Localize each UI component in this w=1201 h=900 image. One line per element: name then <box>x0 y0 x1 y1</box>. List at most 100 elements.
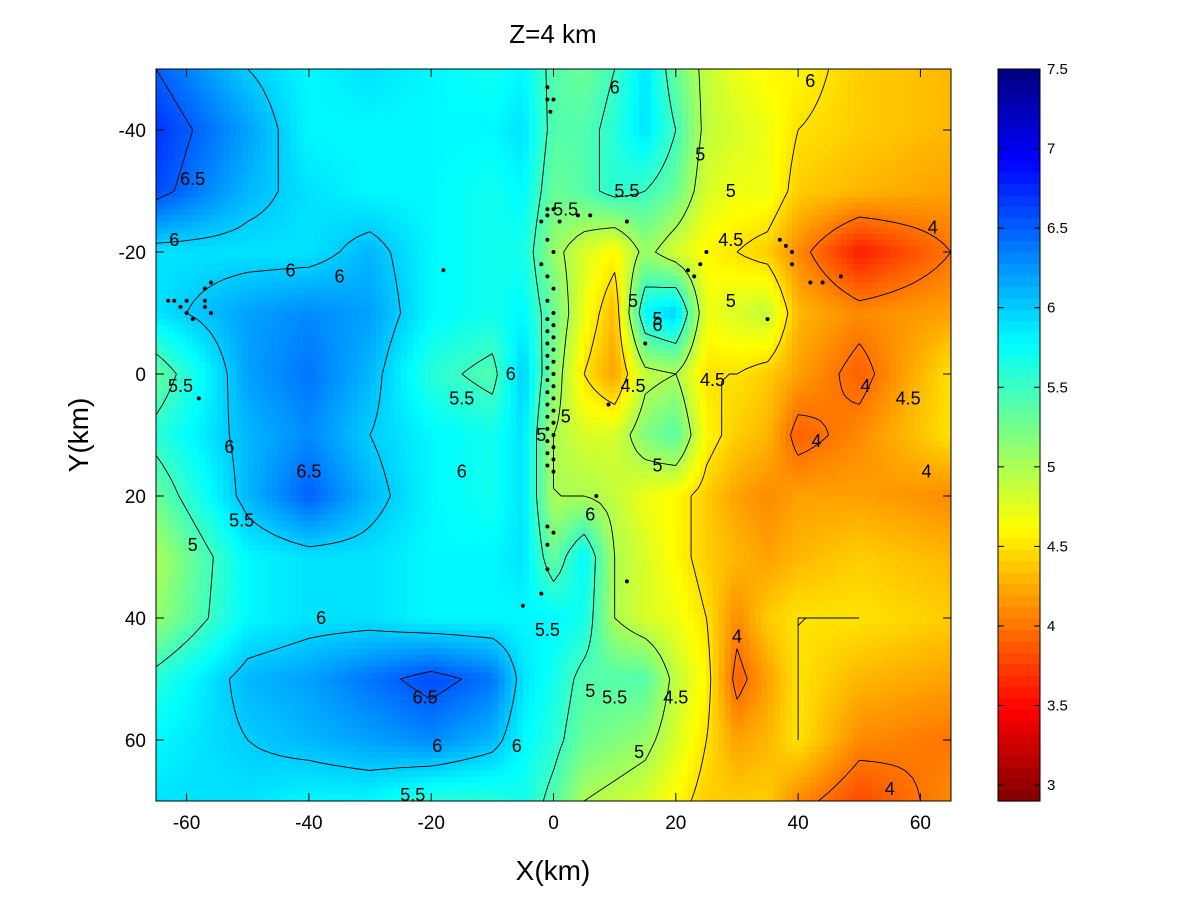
heat-cell <box>437 294 445 302</box>
heat-cell <box>779 264 787 271</box>
heat-cell <box>529 221 536 229</box>
heat-cell <box>449 184 457 192</box>
heat-cell <box>510 197 518 204</box>
heat-cell <box>284 239 292 247</box>
heat-cell <box>443 105 451 113</box>
heat-cell <box>889 221 897 229</box>
heat-cell <box>168 300 175 308</box>
heat-cell <box>180 294 188 302</box>
heat-cell <box>376 294 383 302</box>
heat-cell <box>871 130 879 137</box>
heat-cell <box>639 245 646 253</box>
heat-cell <box>504 154 512 162</box>
heat-cell <box>522 136 530 143</box>
heat-cell <box>474 111 481 119</box>
heat-cell <box>302 252 310 259</box>
heat-cell <box>259 288 267 296</box>
heat-cell <box>302 160 310 168</box>
heat-cell <box>657 270 665 277</box>
heat-cell <box>241 288 249 296</box>
heat-cell <box>608 288 616 296</box>
heat-cell <box>816 105 824 113</box>
heat-cell <box>174 258 182 265</box>
heat-cell <box>547 203 555 210</box>
heat-cell <box>785 233 793 241</box>
heat-cell <box>920 111 928 119</box>
heat-cell <box>657 160 665 168</box>
heat-cell <box>388 148 396 155</box>
heat-cell <box>565 258 573 265</box>
heat-cell <box>437 154 445 162</box>
heat-cell <box>241 81 249 88</box>
heat-cell <box>168 105 175 113</box>
heat-cell <box>736 111 744 119</box>
heat-cell <box>345 184 353 192</box>
heat-cell <box>241 69 249 76</box>
heat-cell <box>749 276 756 284</box>
heat-cell <box>247 99 255 107</box>
heat-cell <box>608 294 616 302</box>
heat-cell <box>351 209 359 216</box>
heat-cell <box>455 81 463 88</box>
heat-cell <box>792 197 799 204</box>
heat-cell <box>431 203 438 210</box>
heat-cell <box>761 142 769 149</box>
heat-cell <box>180 191 188 198</box>
heat-cell <box>920 209 928 216</box>
heat-cell <box>639 160 646 168</box>
heat-cell <box>290 172 298 180</box>
heat-cell <box>853 69 860 76</box>
heat-cell <box>376 300 383 308</box>
heat-cell <box>590 276 597 284</box>
heat-cell <box>247 148 255 155</box>
heat-cell <box>510 166 518 174</box>
heat-cell <box>204 215 212 223</box>
heat-cell <box>840 264 848 271</box>
heat-cell <box>712 105 720 113</box>
heat-cell <box>327 166 334 174</box>
heat-cell <box>883 191 891 198</box>
heat-cell <box>259 245 267 253</box>
heat-cell <box>480 197 487 204</box>
heat-cell <box>724 282 732 290</box>
heat-cell <box>333 264 341 271</box>
heat-cell <box>535 142 542 149</box>
heat-cell <box>394 203 402 210</box>
heat-cell <box>779 117 787 125</box>
heat-cell <box>333 111 341 119</box>
heat-cell <box>217 93 224 101</box>
heat-cell <box>388 166 396 174</box>
heat-cell <box>272 209 279 216</box>
heat-cell <box>504 203 512 210</box>
heat-cell <box>253 276 261 284</box>
heat-cell <box>241 227 249 235</box>
heat-cell <box>932 184 940 192</box>
heat-cell <box>284 209 292 216</box>
heat-cell <box>773 294 781 302</box>
heat-cell <box>718 75 726 82</box>
heat-cell <box>474 166 481 174</box>
heat-cell <box>902 288 909 296</box>
heat-cell <box>773 136 781 143</box>
heat-cell <box>425 252 432 259</box>
heat-cell <box>321 191 328 198</box>
heat-cell <box>877 69 885 76</box>
heat-cell <box>186 160 194 168</box>
heat-cell <box>853 75 860 82</box>
heat-cell <box>492 215 500 223</box>
heat-cell <box>712 136 720 143</box>
heat-cell <box>247 209 255 216</box>
heat-cell <box>333 166 341 174</box>
heat-cell <box>834 87 842 94</box>
heat-cell <box>192 93 200 101</box>
heat-cell <box>865 276 873 284</box>
heat-cell <box>584 87 591 94</box>
heat-cell <box>339 288 347 296</box>
heat-cell <box>645 239 652 247</box>
heat-cell <box>669 130 677 137</box>
heat-cell <box>272 300 279 308</box>
heat-cell <box>394 117 402 125</box>
heat-cell <box>889 75 897 82</box>
heat-cell <box>883 282 891 290</box>
heat-cell <box>474 282 481 290</box>
